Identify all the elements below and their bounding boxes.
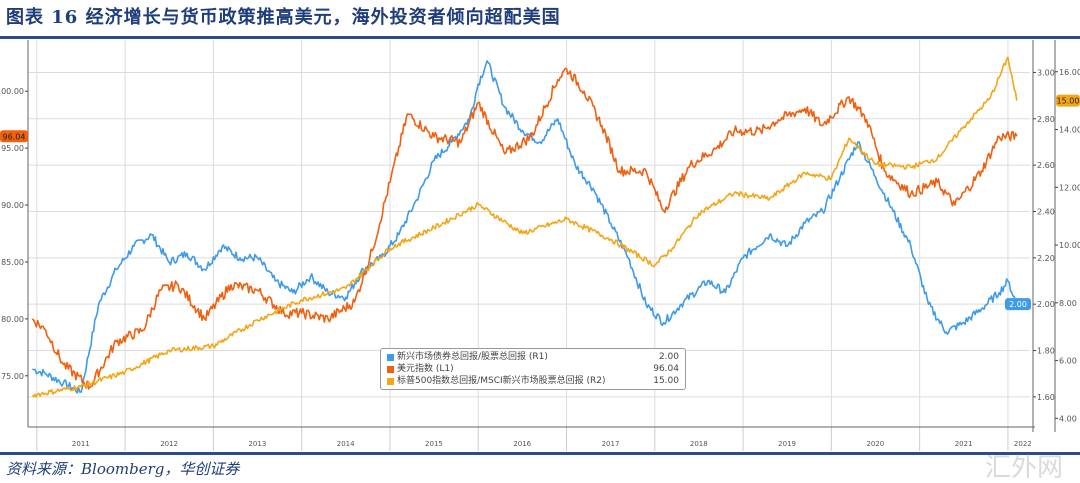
y-tick-label-r1: 2.00 xyxy=(1037,300,1055,309)
legend-label: 美元指数 (L1) xyxy=(397,364,454,374)
x-tick-label: 2015 xyxy=(425,440,443,448)
source-note: 资料来源：Bloomberg，华创证券 xyxy=(6,460,240,478)
x-tick-label: 2014 xyxy=(337,440,355,448)
y-tick-label-r2: 12.00 xyxy=(1059,183,1080,192)
y-tick-label-r2: 6.00 xyxy=(1059,357,1077,366)
y-tick-label-r1: 2.60 xyxy=(1037,161,1055,170)
y-tick-label-r1: 1.60 xyxy=(1037,393,1055,402)
legend-label: 新兴市场债券总回报/股票总回报 (R1) xyxy=(397,352,548,362)
x-tick-label: 2011 xyxy=(72,440,90,448)
y-tick-label-l1: 75.00 xyxy=(1,372,24,381)
y-tick-label-l1: 85.00 xyxy=(1,258,24,267)
y-tick-label-r2: 4.00 xyxy=(1059,414,1077,423)
series-line-l1 xyxy=(31,67,1018,390)
y-tick-label-r1: 2.80 xyxy=(1037,115,1055,124)
legend-value: 2.00 xyxy=(658,352,679,362)
series-line-r1 xyxy=(32,60,1018,394)
y-tick-label-r2: 16.00 xyxy=(1059,68,1080,77)
legend-item-r2: 标普500指数总回报/MSCI新兴市场股票总回报 (R2) 15.00 xyxy=(387,375,679,387)
watermark: 汇外网 xyxy=(985,453,1064,483)
x-tick-label: 2013 xyxy=(248,440,266,448)
x-tick-label: 2016 xyxy=(513,440,531,448)
legend-value: 15.00 xyxy=(653,376,679,386)
legend-value: 96.04 xyxy=(653,364,679,374)
series-line-r2 xyxy=(31,56,1018,398)
footer-rule xyxy=(0,452,1080,455)
y-tick-label-r1: 3.00 xyxy=(1037,68,1055,77)
title-rule xyxy=(0,36,1080,39)
y-tick-label-r2: 10.00 xyxy=(1059,241,1080,250)
last-value-badge-r2 xyxy=(1056,94,1080,107)
x-tick-label: 2017 xyxy=(602,440,620,448)
legend-swatch xyxy=(387,365,394,373)
last-value-label: 15.00 xyxy=(1057,97,1080,106)
y-tick-label-l1: 80.00 xyxy=(1,315,24,324)
x-tick-label: 2019 xyxy=(778,440,796,448)
y-tick-label-r2: 8.00 xyxy=(1059,299,1077,308)
x-tick-label: 2022 xyxy=(1014,440,1032,448)
legend-swatch xyxy=(387,353,394,361)
legend-item-l1: 美元指数 (L1) 96.04 xyxy=(387,363,679,375)
last-value-badge-r1 xyxy=(1005,298,1031,311)
y-tick-label-r1: 2.20 xyxy=(1037,254,1055,263)
legend-swatch xyxy=(387,377,394,385)
legend-label: 标普500指数总回报/MSCI新兴市场股票总回报 (R2) xyxy=(397,376,606,386)
last-value-label: 96.04 xyxy=(3,132,26,141)
x-tick-label: 2020 xyxy=(866,440,884,448)
y-tick-label-l1: 90.00 xyxy=(1,201,24,210)
y-tick-label-l1: 100.00 xyxy=(0,87,24,96)
x-tick-label: 2021 xyxy=(955,440,973,448)
figure-title: 图表 16 经济增长与货币政策推高美元，海外投资者倾向超配美国 xyxy=(6,7,561,28)
x-tick-label: 2012 xyxy=(160,440,178,448)
last-value-badge-l1 xyxy=(0,130,28,143)
y-tick-label-l1: 95.00 xyxy=(1,144,24,153)
legend-item-r1: 新兴市场债券总回报/股票总回报 (R1) 2.00 xyxy=(387,351,679,363)
y-tick-label-r2: 14.00 xyxy=(1059,126,1080,135)
y-tick-label-r1: 2.40 xyxy=(1037,207,1055,216)
chart-legend: 新兴市场债券总回报/股票总回报 (R1) 2.00 美元指数 (L1) 96.04 … xyxy=(380,348,686,390)
x-tick-label: 2018 xyxy=(690,440,708,448)
last-value-label: 2.00 xyxy=(1009,300,1027,309)
y-tick-label-r1: 1.80 xyxy=(1037,347,1055,356)
